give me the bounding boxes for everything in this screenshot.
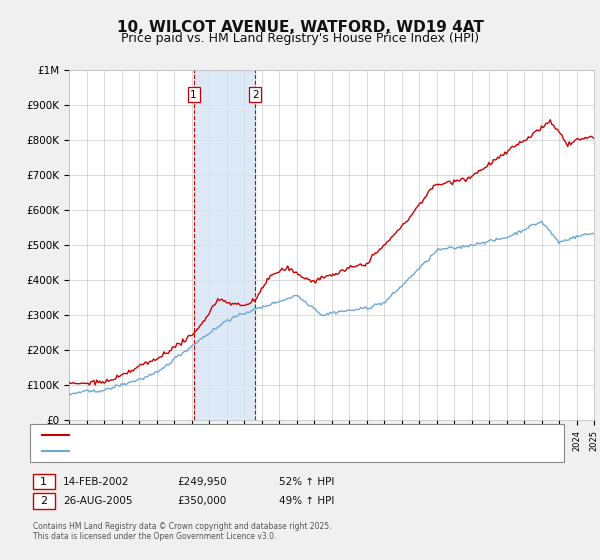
Text: 2: 2	[40, 496, 47, 506]
Text: 1: 1	[190, 90, 197, 100]
Text: 26-AUG-2005: 26-AUG-2005	[63, 496, 133, 506]
Text: 1: 1	[40, 477, 47, 487]
Text: Contains HM Land Registry data © Crown copyright and database right 2025.
This d: Contains HM Land Registry data © Crown c…	[33, 522, 331, 542]
Text: £249,950: £249,950	[177, 477, 227, 487]
Text: 14-FEB-2002: 14-FEB-2002	[63, 477, 130, 487]
Text: 49% ↑ HPI: 49% ↑ HPI	[279, 496, 334, 506]
Text: 2: 2	[252, 90, 259, 100]
Text: 10, WILCOT AVENUE, WATFORD, WD19 4AT: 10, WILCOT AVENUE, WATFORD, WD19 4AT	[116, 20, 484, 35]
Bar	[194, 70, 256, 420]
Text: HPI: Average price, semi-detached house, Watford: HPI: Average price, semi-detached house,…	[72, 446, 318, 456]
Text: 10, WILCOT AVENUE, WATFORD, WD19 4AT (semi-detached house): 10, WILCOT AVENUE, WATFORD, WD19 4AT (se…	[72, 430, 399, 440]
Text: £350,000: £350,000	[177, 496, 226, 506]
Text: 52% ↑ HPI: 52% ↑ HPI	[279, 477, 334, 487]
Text: Price paid vs. HM Land Registry's House Price Index (HPI): Price paid vs. HM Land Registry's House …	[121, 32, 479, 45]
